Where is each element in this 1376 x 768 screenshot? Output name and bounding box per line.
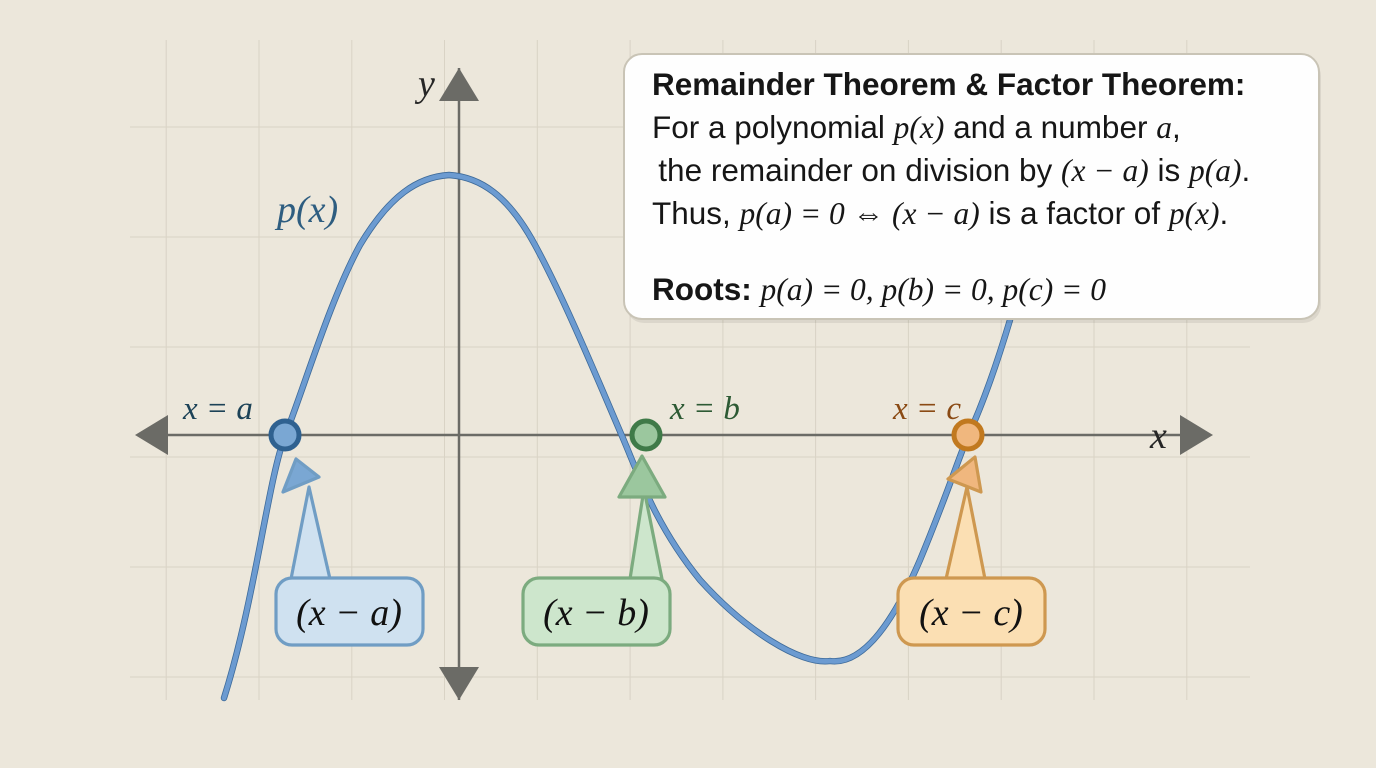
svg-text:p(x): p(x) (274, 189, 338, 231)
svg-text:(x − b): (x − b) (543, 592, 649, 634)
svg-text:y: y (414, 63, 435, 105)
svg-text:x: x (1149, 415, 1167, 457)
svg-text:x = b: x = b (669, 391, 740, 427)
svg-text:(x − a): (x − a) (296, 592, 402, 634)
svg-text:(x − c): (x − c) (919, 592, 1023, 634)
svg-text:x = c: x = c (892, 391, 961, 427)
svg-text:x = a: x = a (182, 391, 253, 427)
